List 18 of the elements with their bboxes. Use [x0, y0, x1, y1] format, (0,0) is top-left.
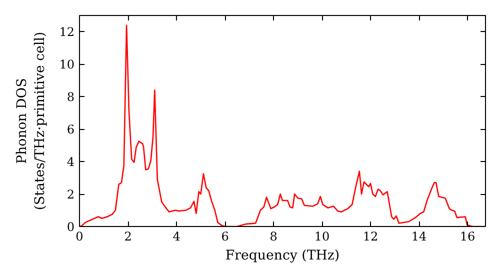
x-tick-label: 14: [411, 230, 428, 244]
x-axis-title: Frequency (THz): [225, 248, 340, 264]
x-tick-label: 8: [270, 230, 278, 244]
y-tick-label: 12: [59, 25, 75, 40]
x-tick-label: 16: [460, 230, 476, 244]
x-tick-label: 12: [362, 230, 378, 244]
x-tick-label: 6: [221, 230, 229, 244]
y-axis-title: Phonon DOS (States/THz·primitive cell): [15, 32, 48, 210]
x-tick-label: 0: [76, 230, 84, 244]
y-tick-label: 2: [66, 188, 75, 202]
y-tick-label: 0: [66, 220, 75, 234]
x-tick-label: 10: [314, 230, 330, 244]
y-tick-label: 10: [59, 58, 75, 72]
y-tick-label: 4: [66, 155, 75, 170]
x-tick-label: 2: [124, 230, 132, 244]
x-tick-label: 4: [172, 230, 181, 244]
y-tick-label: 6: [66, 122, 75, 137]
y-tick-label: 8: [66, 90, 75, 104]
